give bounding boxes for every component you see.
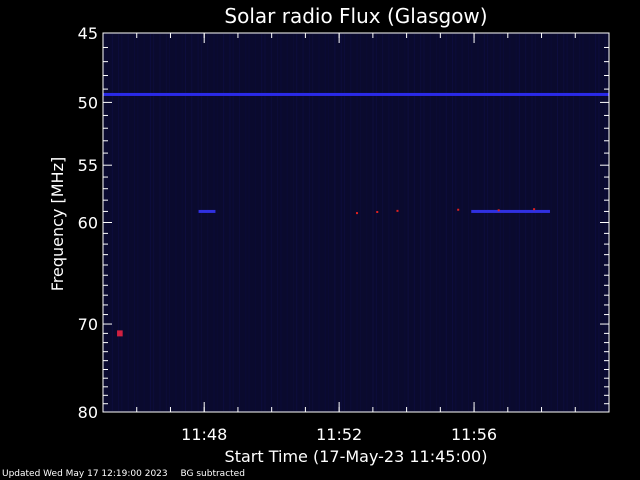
updated-timestamp: Updated Wed May 17 12:19:00 2023 bbox=[2, 469, 168, 479]
features bbox=[103, 92, 609, 337]
y-tick-label: 55 bbox=[78, 156, 98, 175]
burst-speckle bbox=[396, 209, 399, 212]
chart-title: Solar radio Flux (Glasgow) bbox=[224, 4, 487, 28]
burst-speckle bbox=[533, 208, 536, 211]
plot-background bbox=[103, 33, 609, 412]
feature-1 bbox=[198, 209, 216, 213]
plot-area bbox=[103, 33, 609, 412]
feature-2 bbox=[471, 209, 550, 213]
x-tick-label: 11:48 bbox=[181, 425, 227, 444]
x-axis: 11:48 11:52 11:56 bbox=[102, 33, 610, 444]
x-tick-label: 11:56 bbox=[451, 425, 497, 444]
burst-speckle bbox=[376, 210, 379, 213]
burst-speckle bbox=[457, 208, 460, 211]
footer: Updated Wed May 17 12:19:00 2023 BG subt… bbox=[2, 469, 255, 479]
burst-speckle bbox=[356, 212, 358, 215]
y-tick-label: 70 bbox=[78, 315, 98, 334]
bg-subtracted-note: BG subtracted bbox=[180, 469, 245, 479]
burst-speckle bbox=[497, 209, 500, 212]
feature-0 bbox=[103, 92, 609, 96]
y-tick-label: 80 bbox=[78, 403, 98, 422]
x-tick-label: 11:52 bbox=[316, 425, 362, 444]
feature-3 bbox=[117, 330, 123, 337]
y-tick-label: 60 bbox=[78, 214, 98, 233]
y-axis-title: Frequency [MHz] bbox=[48, 157, 67, 291]
x-axis-title: Start Time (17-May-23 11:45:00) bbox=[225, 447, 488, 466]
y-tick-label: 50 bbox=[78, 93, 98, 112]
y-tick-label: 45 bbox=[78, 24, 98, 43]
y-axis: 45 50 55 60 70 80 bbox=[78, 24, 609, 422]
